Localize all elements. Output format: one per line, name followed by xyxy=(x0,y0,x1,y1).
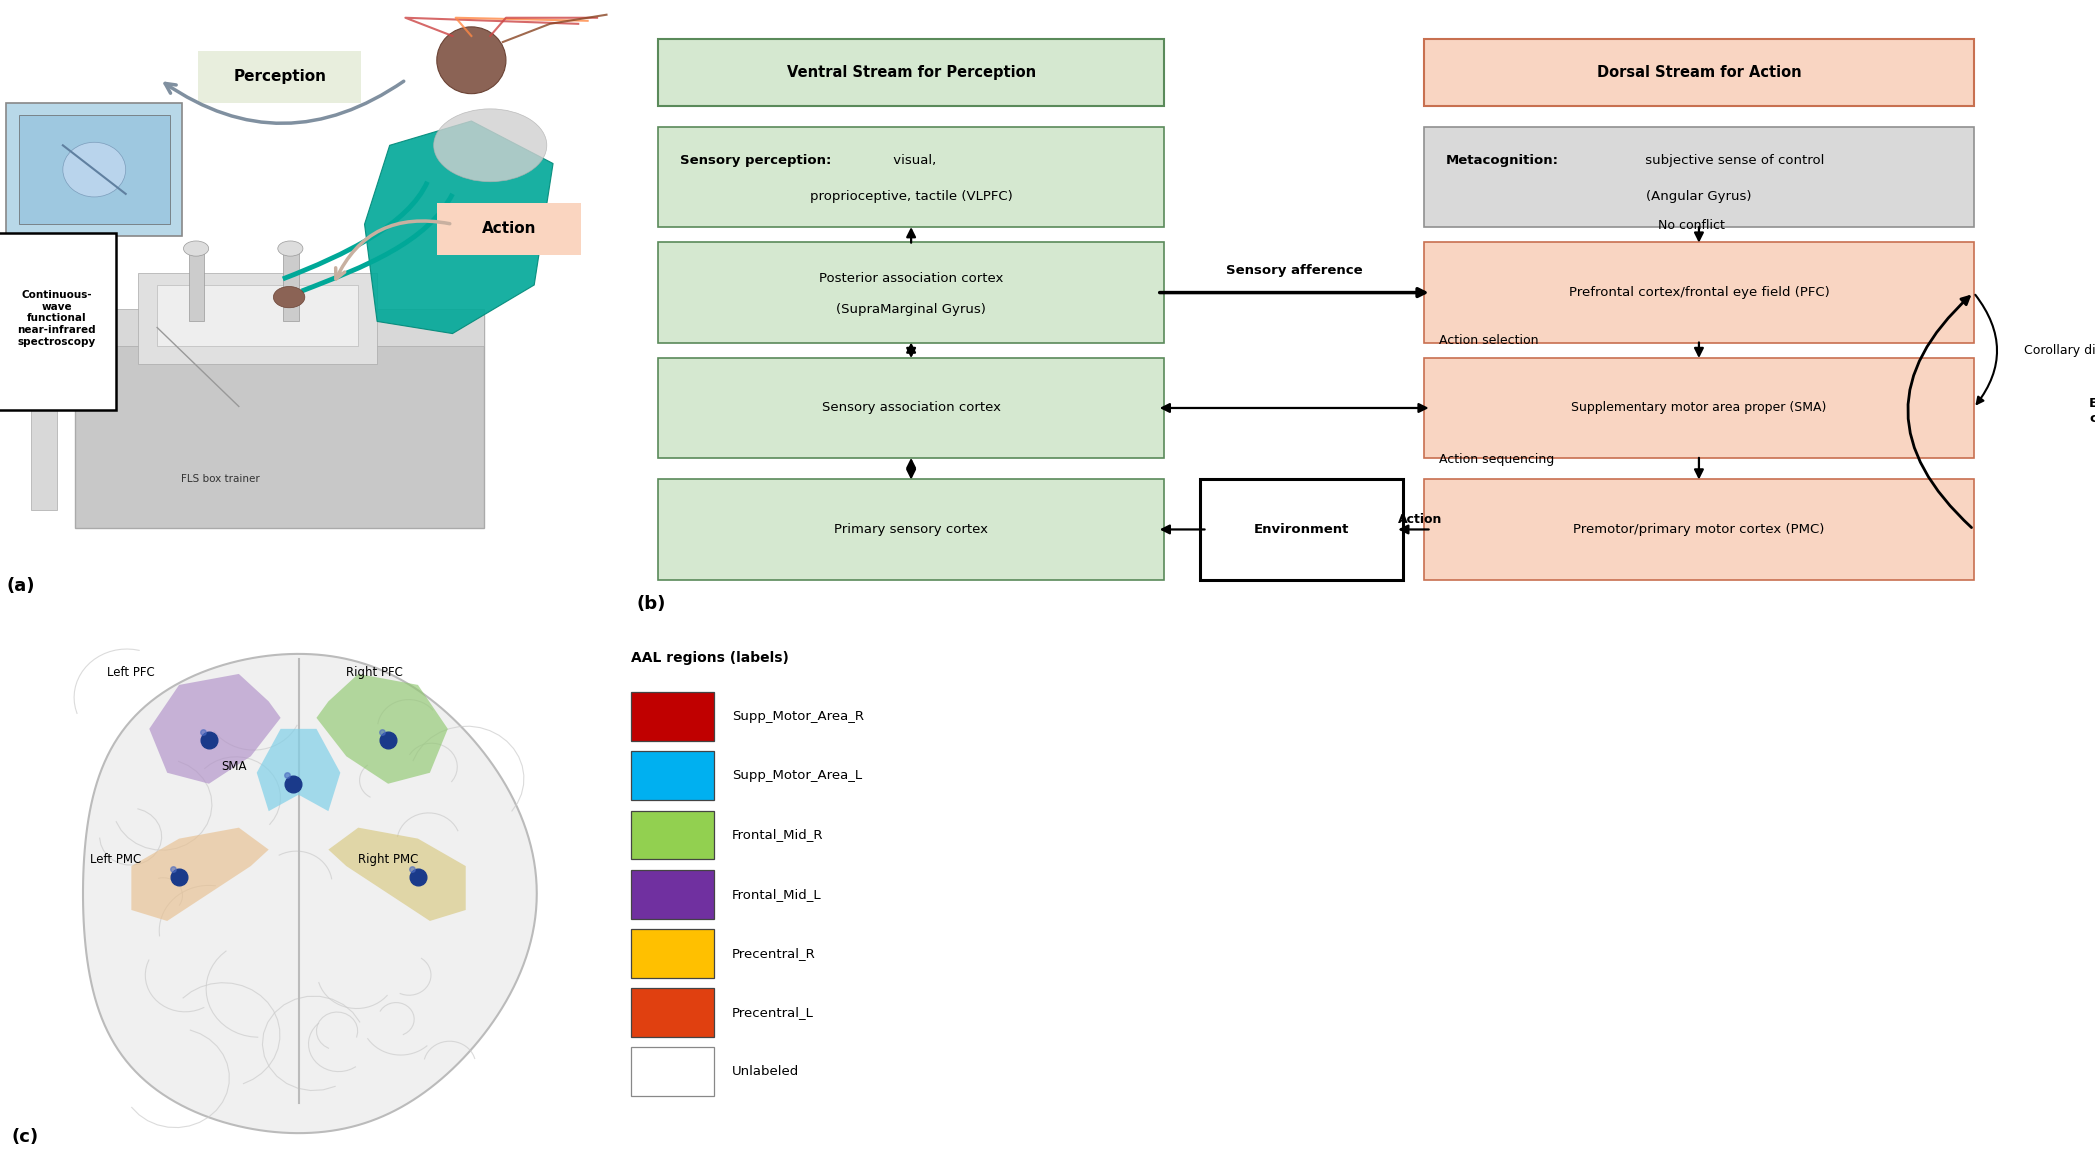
FancyBboxPatch shape xyxy=(1425,39,1973,106)
Text: Ventral Stream for Perception: Ventral Stream for Perception xyxy=(786,65,1035,79)
Text: Supp_Motor_Area_R: Supp_Motor_Area_R xyxy=(731,710,863,723)
Text: Metacognition:: Metacognition: xyxy=(1446,154,1559,167)
Bar xyxy=(75,310,484,346)
Text: Right PMC: Right PMC xyxy=(358,853,419,867)
Text: FLS box trainer: FLS box trainer xyxy=(180,474,260,485)
Text: Action sequencing: Action sequencing xyxy=(1439,453,1554,466)
Text: Left PMC: Left PMC xyxy=(90,853,140,867)
Ellipse shape xyxy=(434,109,547,182)
Polygon shape xyxy=(149,674,281,784)
Text: Premotor/primary motor cortex (PMC): Premotor/primary motor cortex (PMC) xyxy=(1573,523,1825,536)
FancyBboxPatch shape xyxy=(0,234,117,410)
Ellipse shape xyxy=(438,27,507,93)
Ellipse shape xyxy=(63,142,126,197)
Text: Sensory afference: Sensory afference xyxy=(1226,264,1362,278)
Text: (b): (b) xyxy=(637,595,666,613)
Bar xyxy=(631,693,714,742)
Text: proprioceptive, tactile (VLPFC): proprioceptive, tactile (VLPFC) xyxy=(811,189,1012,202)
FancyBboxPatch shape xyxy=(1425,479,1973,579)
Text: Action: Action xyxy=(482,221,536,236)
FancyBboxPatch shape xyxy=(438,203,582,255)
Text: Primary sensory cortex: Primary sensory cortex xyxy=(834,523,989,536)
Polygon shape xyxy=(84,654,536,1133)
Bar xyxy=(138,273,377,364)
Bar xyxy=(19,114,170,224)
FancyBboxPatch shape xyxy=(658,479,1165,579)
Text: (SupraMarginal Gyrus): (SupraMarginal Gyrus) xyxy=(836,303,987,317)
Bar xyxy=(631,929,714,978)
FancyBboxPatch shape xyxy=(1425,127,1973,228)
Bar xyxy=(6,103,182,236)
Text: Efference
copy: Efference copy xyxy=(2089,397,2095,425)
Bar xyxy=(19,236,69,255)
FancyBboxPatch shape xyxy=(658,39,1165,106)
Text: Prefrontal cortex/frontal eye field (PFC): Prefrontal cortex/frontal eye field (PFC… xyxy=(1569,286,1829,299)
Text: Frontal_Mid_R: Frontal_Mid_R xyxy=(731,828,823,841)
Bar xyxy=(75,315,484,528)
Text: Supplementary motor area proper (SMA): Supplementary motor area proper (SMA) xyxy=(1571,402,1827,415)
Text: Action selection: Action selection xyxy=(1439,334,1538,347)
Text: Sensory perception:: Sensory perception: xyxy=(679,154,832,167)
Text: Sensory association cortex: Sensory association cortex xyxy=(821,402,1001,415)
Text: Frontal_Mid_L: Frontal_Mid_L xyxy=(731,888,821,901)
Text: SMA: SMA xyxy=(220,759,247,773)
Ellipse shape xyxy=(272,286,304,308)
Bar xyxy=(189,249,205,321)
Text: Action: Action xyxy=(1397,514,1443,527)
FancyBboxPatch shape xyxy=(658,127,1165,228)
Text: Precentral_L: Precentral_L xyxy=(731,1006,813,1018)
Polygon shape xyxy=(329,828,465,920)
FancyBboxPatch shape xyxy=(1200,479,1404,579)
Text: No conflict: No conflict xyxy=(1659,218,1724,231)
Text: Perception: Perception xyxy=(233,69,327,84)
Polygon shape xyxy=(132,828,268,920)
Text: Supp_Motor_Area_L: Supp_Motor_Area_L xyxy=(731,770,863,783)
Bar xyxy=(157,285,358,346)
Text: AAL regions (labels): AAL regions (labels) xyxy=(631,652,788,666)
FancyBboxPatch shape xyxy=(1425,243,1973,342)
Bar xyxy=(631,751,714,800)
Text: Dorsal Stream for Action: Dorsal Stream for Action xyxy=(1596,65,1802,79)
Text: visual,: visual, xyxy=(890,154,936,167)
FancyBboxPatch shape xyxy=(199,51,360,103)
Bar xyxy=(31,236,57,509)
Polygon shape xyxy=(316,674,448,784)
Text: Unlabeled: Unlabeled xyxy=(731,1065,800,1078)
Text: Precentral_R: Precentral_R xyxy=(731,947,815,960)
FancyBboxPatch shape xyxy=(1425,357,1973,458)
Ellipse shape xyxy=(279,241,304,256)
Text: Environment: Environment xyxy=(1253,523,1349,536)
Text: subjective sense of control: subjective sense of control xyxy=(1640,154,1825,167)
Bar xyxy=(631,988,714,1037)
Bar xyxy=(631,811,714,860)
Text: Left PFC: Left PFC xyxy=(107,667,155,680)
Text: Posterior association cortex: Posterior association cortex xyxy=(819,272,1004,285)
Text: Right PFC: Right PFC xyxy=(346,667,402,680)
Text: (Angular Gyrus): (Angular Gyrus) xyxy=(1647,189,1751,202)
Text: (a): (a) xyxy=(6,577,36,595)
Ellipse shape xyxy=(184,241,210,256)
Text: Corollary discharge: Corollary discharge xyxy=(2024,343,2095,356)
Bar xyxy=(631,870,714,918)
Text: Continuous-
wave
functional
near-infrared
spectroscopy: Continuous- wave functional near-infrare… xyxy=(17,290,96,347)
PathPatch shape xyxy=(365,121,553,334)
Bar xyxy=(283,249,297,321)
FancyBboxPatch shape xyxy=(658,243,1165,342)
FancyBboxPatch shape xyxy=(658,357,1165,458)
Bar xyxy=(631,1047,714,1096)
Polygon shape xyxy=(258,729,339,812)
Text: (c): (c) xyxy=(13,1128,40,1146)
